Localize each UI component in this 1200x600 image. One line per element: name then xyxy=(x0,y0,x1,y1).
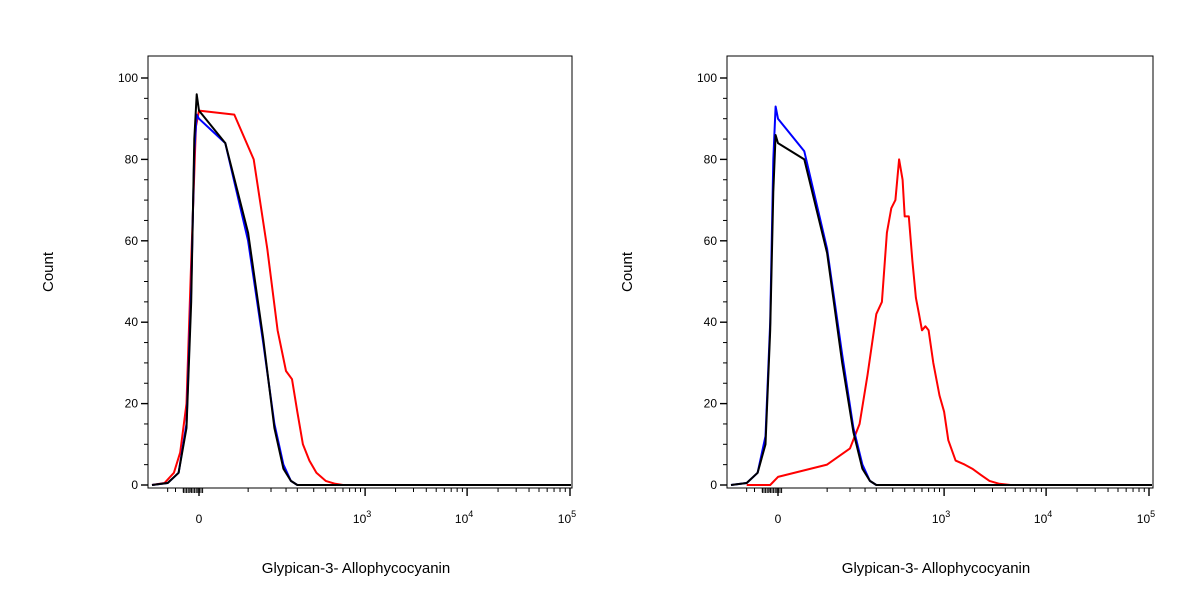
y-tick-label: 20 xyxy=(704,397,718,411)
plot-frame xyxy=(726,55,1154,489)
y-tick-label: 40 xyxy=(125,315,139,329)
x-tick-label: 105 xyxy=(558,509,576,526)
y-tick-label: 60 xyxy=(125,234,139,248)
series-line-2 xyxy=(730,134,1152,486)
series-line-0 xyxy=(151,109,571,486)
y-tick-label: 80 xyxy=(125,152,139,166)
series-line-1 xyxy=(730,105,1152,486)
y-axis-title: Count xyxy=(40,251,57,292)
series-line-2 xyxy=(151,93,571,486)
x-tick-label: 104 xyxy=(455,509,473,526)
plot-frame xyxy=(147,55,573,489)
x-axis-title: Glypican-3- Allophycocyanin xyxy=(262,560,450,577)
series-line-1 xyxy=(151,113,571,486)
x-tick-label: 0 xyxy=(196,512,203,526)
x-tick-label: 103 xyxy=(353,509,371,526)
histogram-panel-right: 0 20 40 60 80 100 0 103 104 105 Glypican-3- Alloph… xyxy=(619,55,1155,577)
series-line-0 xyxy=(746,158,1152,486)
y-axis-title: Count xyxy=(619,251,636,292)
y-tick-label: 20 xyxy=(125,397,139,411)
x-tick-label: 104 xyxy=(1034,509,1052,526)
y-tick-label: 60 xyxy=(704,234,718,248)
histogram-panel-left: 0 20 40 60 80 100 0 103 104 105 Glypican-3- Alloph… xyxy=(40,55,576,577)
y-tick-label: 0 xyxy=(710,478,717,492)
y-tick-label: 100 xyxy=(697,71,717,85)
x-tick-label: 0 xyxy=(775,512,782,526)
x-tick-label: 105 xyxy=(1137,509,1155,526)
x-tick-label: 103 xyxy=(932,509,950,526)
x-axis-title: Glypican-3- Allophycocyanin xyxy=(842,560,1030,577)
y-tick-label: 100 xyxy=(118,71,138,85)
y-tick-label: 40 xyxy=(704,315,718,329)
y-tick-label: 0 xyxy=(131,478,138,492)
y-tick-label: 80 xyxy=(704,152,718,166)
